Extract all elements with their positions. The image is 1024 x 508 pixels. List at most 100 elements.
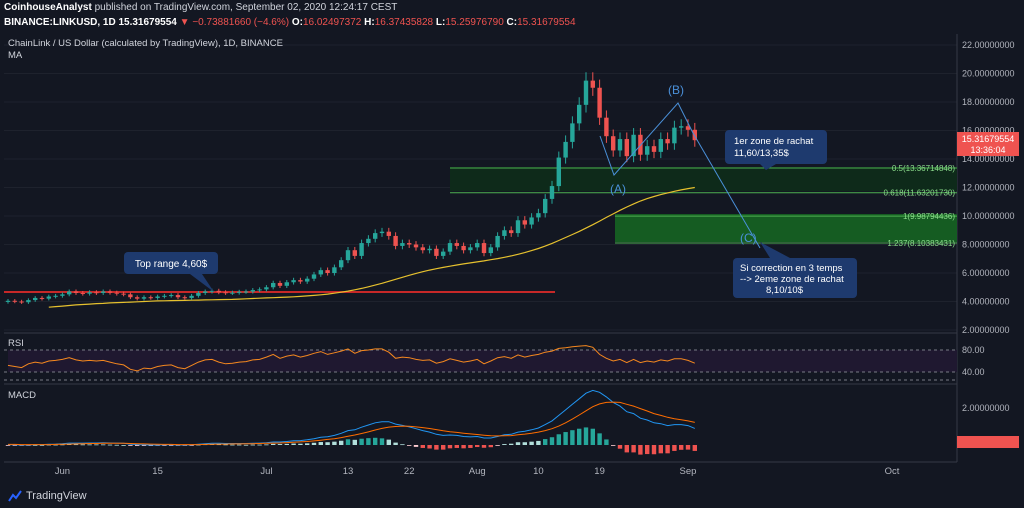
fibonacci-levels[interactable]: 0.5(13.36714848) 0.618(11.63201730) 1(9.98… — [450, 164, 957, 248]
candle — [672, 127, 677, 144]
candle — [271, 282, 276, 288]
candle — [311, 274, 317, 279]
tradingview-logo[interactable]: TradingView — [8, 490, 87, 502]
macd-histogram-bar — [345, 439, 351, 445]
publisher-line: CoinhouseAnalyst published on TradingVie… — [4, 2, 397, 13]
signal-line — [8, 401, 695, 446]
candle — [488, 247, 493, 254]
callout-zone-1-line1: 1er zone de rachat — [734, 136, 814, 147]
macd-histogram-bar — [373, 437, 378, 445]
callout-zone-1[interactable]: 1er zone de rachat 11,60/13,35$ — [725, 130, 827, 170]
macd-histogram-bar — [318, 442, 323, 445]
candle — [155, 296, 160, 298]
candle — [135, 297, 140, 299]
macd-histogram-bar — [135, 445, 140, 446]
callout-top-range-text: Top range 4,60$ — [135, 259, 208, 270]
macd-histogram-bar — [488, 445, 493, 448]
macd-histogram-bar — [604, 439, 609, 445]
candle — [87, 292, 92, 294]
price-tick-label: 8.00000000 — [962, 240, 1010, 250]
time-axis[interactable]: Jun 15 Jul 13 22 Aug 10 19 Sep Oct — [55, 466, 900, 477]
ohlc-open: 16.02497372 — [302, 17, 362, 28]
wave-label-b: (B) — [668, 83, 684, 97]
candle — [332, 267, 337, 273]
macd-histogram-bar — [250, 444, 255, 446]
fib-label: 0.618(11.63201730) — [884, 189, 956, 198]
macd-histogram-bar — [658, 445, 663, 454]
macd-histogram-bar — [264, 444, 269, 446]
candle — [427, 248, 432, 251]
callout-zone-1-line2: 11,60/13,35$ — [734, 148, 789, 159]
macd-histogram-bar — [665, 445, 670, 454]
publisher-name[interactable]: CoinhouseAnalyst — [4, 2, 92, 13]
macd-histogram-bar — [495, 445, 500, 446]
macd-histogram — [5, 427, 697, 455]
candle — [298, 280, 303, 282]
macd-histogram-bar — [339, 440, 344, 445]
candle — [175, 295, 181, 298]
macd-histogram-bar — [509, 443, 514, 445]
candle — [339, 260, 344, 268]
candle — [19, 301, 24, 303]
ohlc-close: 15.31679554 — [517, 17, 576, 28]
change-down-icon: ▼ — [179, 17, 190, 28]
candle — [284, 282, 289, 286]
macd-histogram-bar — [311, 442, 317, 445]
wave-projection-line[interactable] — [599, 102, 761, 249]
candle — [345, 250, 351, 261]
footer: TradingView — [0, 486, 1024, 508]
price-tick-label: 22.00000000 — [962, 40, 1015, 50]
macd-histogram-bar — [583, 427, 589, 445]
macd-histogram-bar — [53, 444, 58, 446]
candle — [53, 295, 58, 297]
candle — [352, 250, 357, 256]
fib-label: 1(9.98794436) — [903, 212, 955, 221]
candle — [39, 297, 45, 299]
candle — [94, 292, 99, 294]
candle — [291, 280, 296, 283]
tradingview-icon — [8, 490, 22, 502]
candles — [5, 72, 697, 304]
callout-zone-2-line3: 8,10/10$ — [766, 285, 804, 296]
ma-indicator-label[interactable]: MA — [8, 50, 23, 61]
ohlc-open-label: O: — [291, 17, 303, 28]
buy-zone-1[interactable] — [450, 167, 957, 191]
macd-histogram-bar — [305, 443, 310, 445]
macd-histogram-bar — [216, 444, 221, 446]
callout-zone-2[interactable]: Si correction en 3 temps --> 2eme zone d… — [733, 242, 857, 298]
callout-top-range[interactable]: Top range 4,60$ — [124, 252, 218, 292]
candle — [461, 245, 466, 251]
macd-pane-title[interactable]: MACD — [8, 390, 36, 401]
chart-area[interactable]: 0.5(13.36714848) 0.618(11.63201730) 1(9.98… — [0, 34, 1024, 486]
candle — [216, 290, 221, 293]
candle — [12, 300, 17, 302]
candle — [230, 292, 235, 294]
candle — [692, 129, 697, 141]
price-tick-label: 12.00000000 — [962, 183, 1015, 193]
macd-histogram-bar — [672, 445, 677, 451]
candle — [223, 292, 228, 294]
buy-zone-2[interactable] — [615, 214, 957, 242]
macd-histogram-bar — [277, 444, 283, 445]
candle — [577, 104, 582, 124]
macd-histogram-bar — [101, 444, 106, 446]
macd-histogram-bar — [515, 442, 521, 445]
macd-histogram-bar — [386, 439, 391, 445]
macd-histogram-bar — [379, 438, 385, 445]
candle — [475, 243, 480, 248]
macd-histogram-bar — [427, 445, 432, 449]
fib-label: 1.237(8.10383431) — [887, 239, 955, 248]
rsi-pane-title[interactable]: RSI — [8, 338, 24, 349]
candle — [182, 297, 187, 299]
macd-histogram-bar — [590, 428, 595, 445]
ohlc-low: 15.25976790 — [445, 17, 504, 28]
price-axis[interactable]: 22.00000000 20.00000000 18.00000000 16.0000… — [962, 40, 1015, 335]
candle — [46, 296, 51, 299]
candle — [209, 290, 215, 292]
candle — [169, 295, 174, 297]
candle — [373, 233, 378, 239]
macd-histogram-bar — [257, 444, 262, 446]
candle — [128, 294, 133, 298]
price-tick-label: 20.00000000 — [962, 69, 1015, 79]
candle — [604, 117, 609, 137]
